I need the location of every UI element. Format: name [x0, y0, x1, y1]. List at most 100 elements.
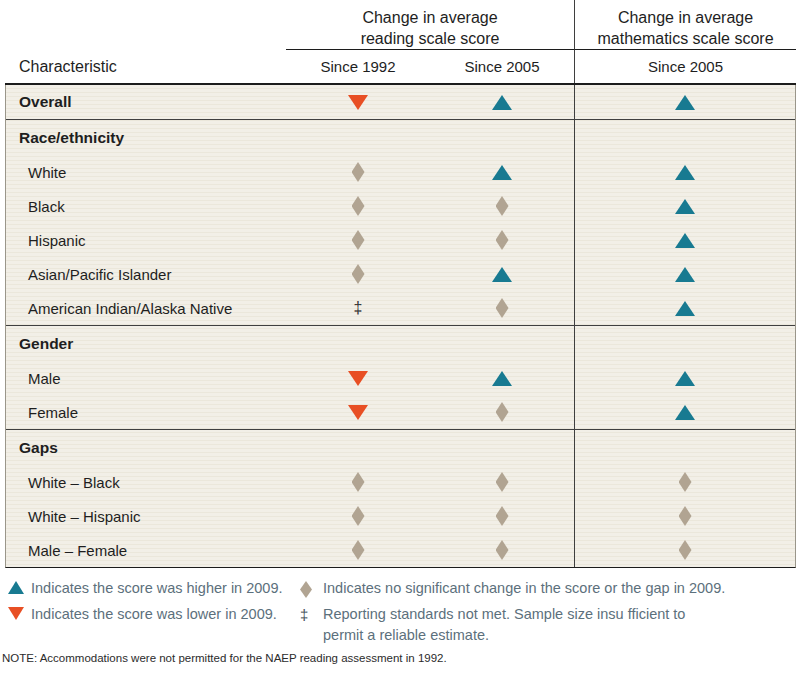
down-triangle-icon: [348, 405, 368, 420]
symbol-cell: [286, 155, 430, 189]
diamond-icon: [352, 540, 365, 560]
table-row: White – Hispanic: [6, 499, 795, 533]
row-label: White – Hispanic: [6, 508, 286, 525]
up-triangle-icon: [675, 267, 695, 282]
symbol-cell: [574, 361, 795, 395]
table-row: American Indian/Alaska Native‡: [6, 291, 795, 325]
diamond-icon: [496, 506, 509, 526]
score-change-table: Change in average reading scale score Ch…: [5, 0, 796, 568]
header-spacer: [5, 0, 286, 50]
table-body: Overall Race/ethnicity White Black Hispanic A…: [5, 85, 796, 568]
table-row: Gender: [6, 325, 795, 361]
symbol-cell: [574, 499, 795, 533]
symbol-cell: [430, 499, 574, 533]
symbol-cell: [430, 430, 574, 465]
table-row: Hispanic: [6, 223, 795, 257]
legend-item-lower: Indicates the score was lower in 2009.: [5, 604, 297, 625]
down-triangle-icon: [348, 371, 368, 386]
diamond-icon: [352, 506, 365, 526]
symbol-cell: [574, 85, 795, 119]
symbol-cell: [430, 257, 574, 291]
row-label: White: [6, 164, 286, 181]
down-triangle-icon: [348, 95, 368, 110]
diamond-icon: [496, 402, 509, 422]
math-spanner-header: Change in average mathematics scale scor…: [574, 0, 796, 50]
row-label: Male: [6, 370, 286, 387]
symbol-cell: [574, 326, 795, 361]
symbol-cell: [286, 465, 430, 499]
legend-text-lower: Indicates the score was lower in 2009.: [31, 604, 277, 625]
up-triangle-icon: [675, 371, 695, 386]
up-triangle-icon: [675, 165, 695, 180]
symbol-cell: [286, 326, 430, 361]
diamond-icon: [352, 196, 365, 216]
characteristic-header: Characteristic: [5, 58, 286, 76]
table-row: Male: [6, 361, 795, 395]
legend-item-no-change: Indicates no significant change in the s…: [297, 578, 796, 599]
diamond-icon: [496, 298, 509, 318]
up-triangle-icon: [675, 405, 695, 420]
diamond-icon: [496, 196, 509, 216]
row-label: Female: [6, 404, 286, 421]
double-dagger-icon: ‡: [300, 607, 308, 622]
symbol-cell: [430, 465, 574, 499]
symbol-cell: [430, 533, 574, 567]
table-row: Asian/Pacific Islander: [6, 257, 795, 291]
table-row: Male – Female: [6, 533, 795, 567]
symbol-cell: [286, 533, 430, 567]
symbol-cell: [286, 189, 430, 223]
up-triangle-icon: [492, 267, 512, 282]
legend-text-standards: Reporting standards not met. Sample size…: [323, 604, 685, 646]
symbol-cell: [574, 430, 795, 465]
symbol-cell: [574, 395, 795, 429]
symbol-cell: [574, 465, 795, 499]
symbol-cell: [286, 499, 430, 533]
symbol-cell: [286, 85, 430, 119]
row-label: Asian/Pacific Islander: [6, 266, 286, 283]
symbol-cell: [430, 189, 574, 223]
up-triangle-icon: [492, 371, 512, 386]
symbol-cell: [286, 430, 430, 465]
symbol-cell: [286, 257, 430, 291]
legend-left-column: Indicates the score was higher in 2009. …: [5, 578, 297, 651]
up-triangle-icon: [675, 199, 695, 214]
symbol-cell: [574, 291, 795, 325]
reading-spanner-header: Change in average reading scale score: [286, 0, 574, 50]
legend-text-no-change: Indicates no significant change in the s…: [323, 578, 725, 599]
row-label: Hispanic: [6, 232, 286, 249]
diamond-icon: [352, 472, 365, 492]
legend-text-higher: Indicates the score was higher in 2009.: [31, 578, 282, 599]
table-row: Black: [6, 189, 795, 223]
table-row: Race/ethnicity: [6, 119, 795, 155]
legend: Indicates the score was higher in 2009. …: [5, 578, 796, 651]
symbol-cell: [430, 155, 574, 189]
table-row: Overall: [6, 85, 795, 119]
since-2005-reading-header: Since 2005: [430, 58, 574, 75]
diamond-icon: [496, 472, 509, 492]
legend-item-standards: ‡ Reporting standards not met. Sample si…: [297, 604, 796, 646]
table-row: White – Black: [6, 465, 795, 499]
diamond-icon: [496, 230, 509, 250]
diamond-icon: [679, 506, 692, 526]
double-dagger-icon: ‡: [354, 300, 363, 316]
row-label: Race/ethnicity: [6, 129, 286, 147]
up-triangle-icon: [8, 581, 24, 594]
symbol-cell: [430, 85, 574, 119]
symbol-cell: [286, 120, 430, 155]
table-row: White: [6, 155, 795, 189]
symbol-cell: [430, 361, 574, 395]
symbol-cell: [574, 533, 795, 567]
symbol-cell: [574, 257, 795, 291]
table-header: Change in average reading scale score Ch…: [5, 0, 796, 85]
symbol-cell: [574, 120, 795, 155]
legend-right-column: Indicates no significant change in the s…: [297, 578, 796, 651]
down-triangle-icon: [8, 607, 24, 620]
symbol-cell: [430, 291, 574, 325]
diamond-icon: [300, 581, 312, 598]
since-2005-math-header: Since 2005: [574, 50, 796, 83]
symbol-cell: [286, 361, 430, 395]
figure-canvas: Change in average reading scale score Ch…: [0, 0, 800, 700]
up-triangle-icon: [675, 301, 695, 316]
footnote: NOTE: Accommodations were not permitted …: [2, 652, 447, 664]
since-1992-header: Since 1992: [286, 58, 430, 75]
